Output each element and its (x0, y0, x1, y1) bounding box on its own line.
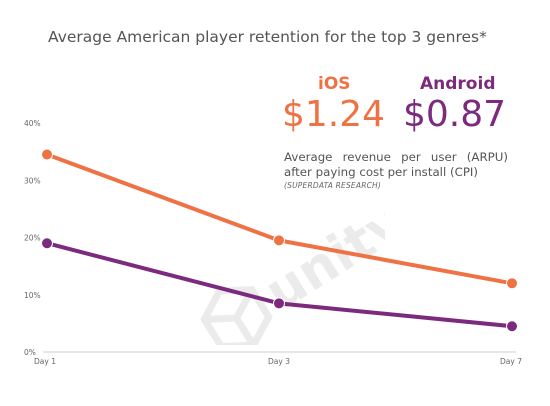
android-arpu-value: $0.87 (403, 94, 507, 135)
data-point-android (506, 320, 518, 333)
x-tick-label: Day 1 (34, 357, 56, 366)
y-tick-label: 40% (24, 119, 41, 128)
chart-title: Average American player retention for th… (48, 28, 487, 46)
arpu-note-line2: after paying cost per install (CPI) (284, 165, 479, 179)
x-tick-label: Day 3 (268, 357, 290, 366)
arpu-note: Average revenue per user (ARPU) after pa… (284, 150, 508, 191)
arpu-note-source: (SUPERDATA RESEARCH) (284, 181, 382, 190)
y-tick-label: 0% (24, 348, 36, 357)
data-point-ios (273, 234, 285, 247)
series-line-android (46, 241, 513, 329)
x-tick-label: Day 7 (500, 357, 522, 366)
series-line-ios (46, 152, 513, 286)
data-point-ios (41, 148, 53, 161)
ios-label: iOS (318, 74, 351, 94)
y-tick-label: 10% (24, 291, 41, 300)
data-point-android (273, 297, 285, 310)
y-tick-label: 30% (24, 176, 41, 185)
android-label: Android (420, 74, 496, 94)
ios-arpu-value: $1.24 (282, 94, 386, 135)
arpu-note-line1: Average revenue per user (ARPU) (284, 150, 508, 164)
data-point-ios (506, 277, 518, 290)
y-tick-label: 20% (24, 234, 41, 243)
data-point-android (41, 237, 53, 250)
